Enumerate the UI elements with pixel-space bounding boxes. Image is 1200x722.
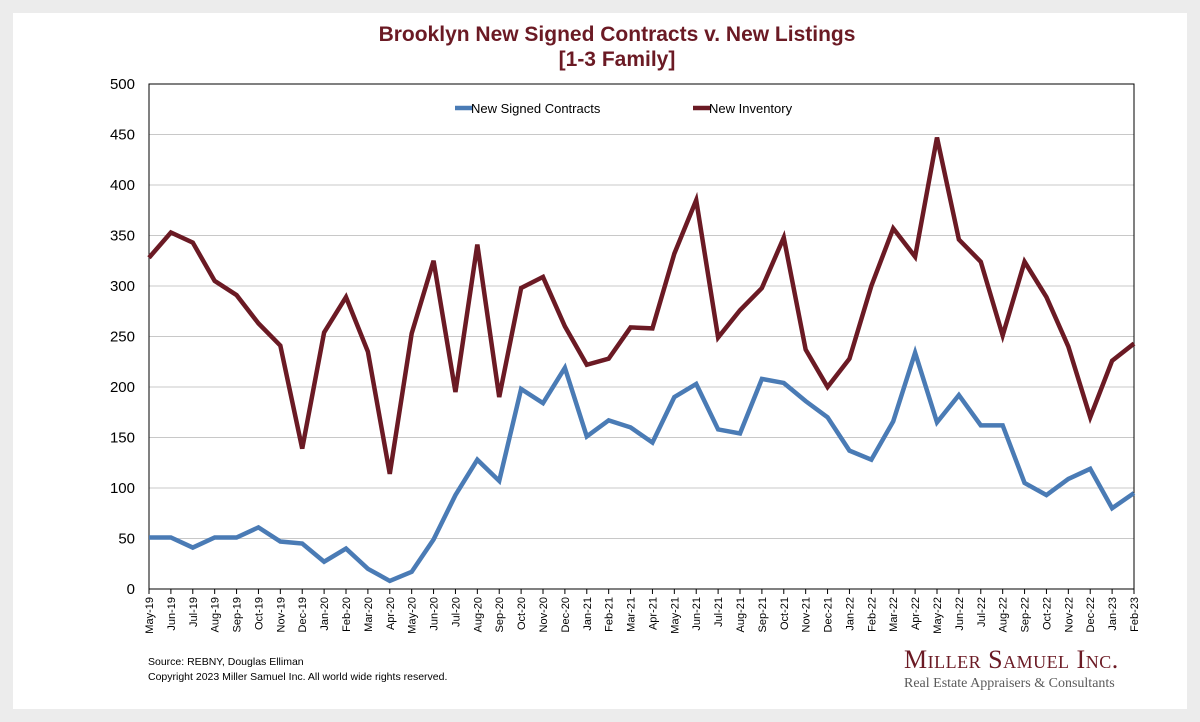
x-tick-label: Nov-19 — [275, 597, 287, 632]
x-tick-label: Nov-20 — [538, 597, 550, 632]
legend-label: New Signed Contracts — [471, 101, 601, 116]
x-tick-label: Jun-19 — [166, 597, 178, 631]
logo-name: Miller Samuel Inc. — [904, 645, 1119, 674]
x-tick-label: Dec-20 — [560, 597, 572, 632]
x-tick-label: Aug-22 — [998, 597, 1010, 632]
x-tick-label: May-19 — [144, 597, 156, 634]
y-tick-label: 0 — [127, 581, 135, 598]
x-tick-label: Feb-22 — [866, 597, 878, 632]
x-tick-label: Feb-23 — [1129, 597, 1141, 632]
x-tick-label: Sep-21 — [757, 597, 769, 632]
x-tick-label: May-20 — [407, 597, 419, 634]
y-tick-label: 300 — [110, 278, 135, 295]
x-tick-label: Aug-21 — [735, 597, 747, 632]
chart-title-line-2: [1-3 Family] — [558, 48, 676, 71]
x-tick-label: Apr-21 — [647, 597, 659, 630]
x-tick-label: Mar-20 — [363, 597, 375, 632]
x-tick-label: Sep-20 — [494, 597, 506, 632]
x-tick-label: Jul-19 — [188, 597, 200, 627]
source-text: Source: REBNY, Douglas Elliman — [148, 656, 304, 668]
x-tick-label: Apr-20 — [385, 597, 397, 630]
x-tick-label: Mar-21 — [626, 597, 638, 632]
y-tick-label: 100 — [110, 480, 135, 497]
x-tick-label: Oct-20 — [516, 597, 528, 630]
x-tick-label: Oct-22 — [1041, 597, 1053, 630]
y-tick-label: 250 — [110, 329, 135, 346]
x-tick-label: Jul-22 — [976, 597, 988, 627]
x-tick-label: Dec-21 — [823, 597, 835, 632]
company-logo: Miller Samuel Inc. Real Estate Appraiser… — [904, 645, 1144, 693]
x-tick-label: Nov-21 — [801, 597, 813, 632]
x-tick-label: Oct-19 — [253, 597, 265, 630]
x-tick-label: Feb-20 — [341, 597, 353, 632]
x-tick-label: Jul-20 — [450, 597, 462, 627]
y-tick-label: 450 — [110, 127, 135, 144]
x-tick-label: Jul-21 — [713, 597, 725, 627]
plot-border — [148, 83, 1135, 590]
y-tick-label: 500 — [110, 76, 135, 93]
series-line-inventory — [147, 137, 1136, 475]
x-tick-label: Oct-21 — [779, 597, 791, 630]
x-tick-label: Sep-19 — [232, 597, 244, 632]
logo-tagline: Real Estate Appraisers & Consultants — [904, 676, 1115, 691]
x-tick-label: Apr-22 — [910, 597, 922, 630]
x-tick-label: Sep-22 — [1020, 597, 1032, 632]
chart-title: Brooklyn New Signed Contracts v. New Lis… — [0, 22, 1200, 72]
x-tick-label: Jan-23 — [1107, 597, 1119, 631]
x-tick-label: May-22 — [932, 597, 944, 634]
y-tick-label: 200 — [110, 379, 135, 396]
x-tick-label: Aug-20 — [472, 597, 484, 632]
y-tick-label: 150 — [110, 430, 135, 447]
series-line-contracts — [149, 345, 1136, 584]
x-tick-label: Dec-22 — [1085, 597, 1097, 632]
x-tick-label: Feb-21 — [604, 597, 616, 632]
x-tick-label: Jan-20 — [319, 597, 331, 631]
x-tick-label: May-21 — [669, 597, 681, 634]
x-tick-label: Jun-21 — [691, 597, 703, 631]
source-note: Source: REBNY, Douglas Elliman Copyright… — [148, 655, 447, 685]
x-tick-label: Mar-22 — [888, 597, 900, 632]
x-tick-label: Aug-19 — [210, 597, 222, 632]
x-tick-label: Jan-21 — [582, 597, 594, 631]
x-tick-label: Dec-19 — [297, 597, 309, 632]
x-tick-label: Jun-20 — [429, 597, 441, 631]
y-tick-label: 400 — [110, 177, 135, 194]
legend-label: New Inventory — [709, 101, 793, 116]
x-tick-label: Jan-22 — [844, 597, 856, 631]
y-tick-label: 350 — [110, 228, 135, 245]
x-tick-label: Jun-22 — [954, 597, 966, 631]
chart-title-line-1: Brooklyn New Signed Contracts v. New Lis… — [378, 23, 856, 46]
x-tick-label: Nov-22 — [1063, 597, 1075, 632]
copyright-text: Copyright 2023 Miller Samuel Inc. All wo… — [148, 671, 448, 683]
y-tick-label: 50 — [118, 531, 135, 548]
